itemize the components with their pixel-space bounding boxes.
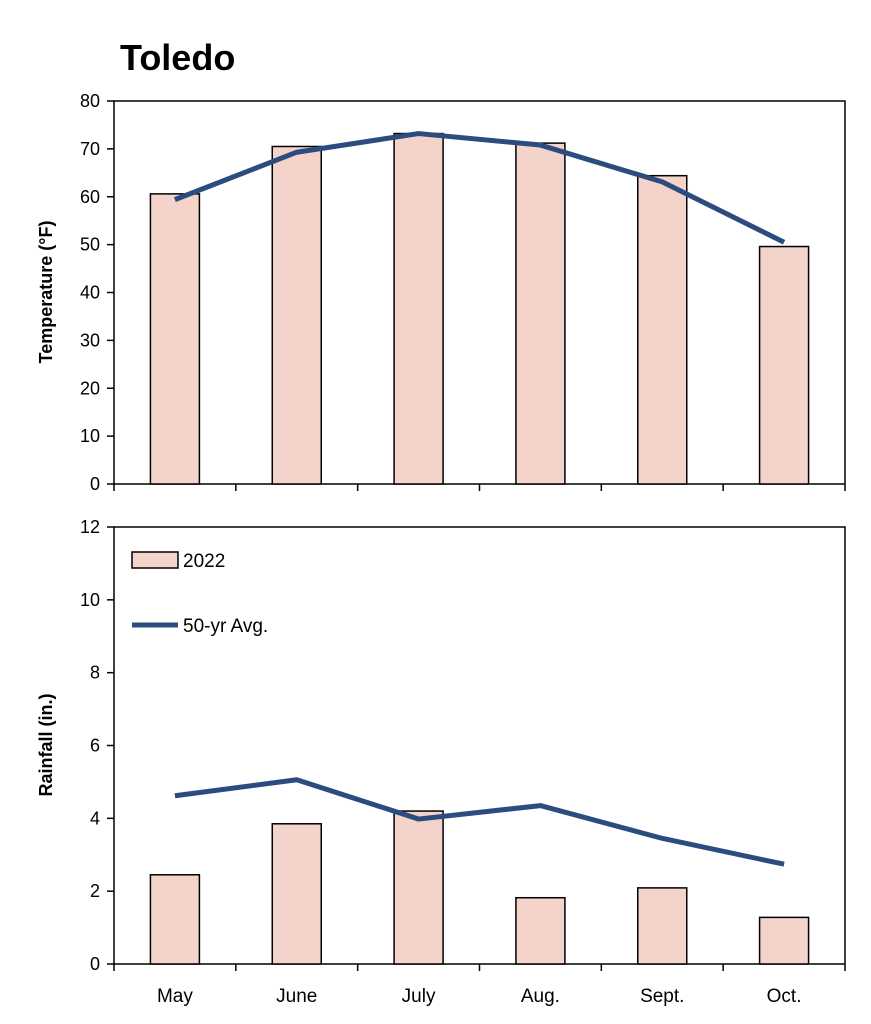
bar-may (149, 874, 201, 965)
plot-frame (113, 100, 846, 485)
bar-may (149, 193, 201, 485)
x-category-label: Sept. (640, 986, 684, 1007)
y-tick-label: 10 (80, 590, 100, 610)
y-tick-label: 70 (80, 139, 100, 159)
y-tick-label: 50 (80, 235, 100, 255)
temperature-panel: 0 10 20 30 40 50 60 70 80 Temperature (°F) (36, 91, 846, 494)
y-tick-label: 10 (80, 426, 100, 446)
x-category-label: Oct. (767, 986, 802, 1007)
avg-line (174, 777, 785, 867)
rainfall-panel: 0 2 4 6 8 10 12 Rainfall (in.) May June July Aug. Se… (36, 517, 846, 1007)
bar-aug (515, 896, 566, 965)
bar-oct (758, 916, 810, 965)
chart-title: Toledo (120, 37, 235, 78)
y-tick-label: 30 (80, 330, 100, 350)
y-tick-label: 0 (90, 474, 100, 494)
y-tick-label: 4 (90, 808, 100, 828)
legend-label-2022: 2022 (183, 551, 225, 572)
bar-aug (515, 142, 566, 485)
y-tick-label: 80 (80, 91, 100, 111)
bar-sept (637, 174, 688, 485)
bar-sept (637, 887, 688, 965)
y-tick-label: 12 (80, 517, 100, 537)
bar-oct (758, 245, 810, 485)
legend-bar-swatch (131, 551, 179, 569)
legend: 2022 50-yr Avg. (131, 551, 268, 637)
y-tick-label: 40 (80, 283, 100, 303)
x-category-label: June (276, 986, 317, 1007)
y-tick-label: 6 (90, 736, 100, 756)
y-tick-label: 60 (80, 187, 100, 207)
y-axis-title: Rainfall (in.) (36, 693, 56, 796)
y-tick-label: 0 (90, 954, 100, 974)
plot-frame (113, 526, 846, 965)
y-tick-label: 20 (80, 378, 100, 398)
y-tick-label: 8 (90, 663, 100, 683)
bar-july (393, 810, 444, 965)
y-tick-label: 2 (90, 881, 100, 901)
bar-june (271, 823, 322, 965)
x-category-label: Aug. (521, 986, 560, 1007)
x-category-label: May (157, 986, 193, 1007)
bar-june (271, 145, 322, 485)
bar-july (393, 132, 444, 485)
legend-label-avg: 50-yr Avg. (183, 616, 268, 637)
y-axis-title: Temperature (°F) (36, 221, 56, 364)
avg-line (174, 131, 786, 245)
x-category-label: July (402, 986, 436, 1007)
